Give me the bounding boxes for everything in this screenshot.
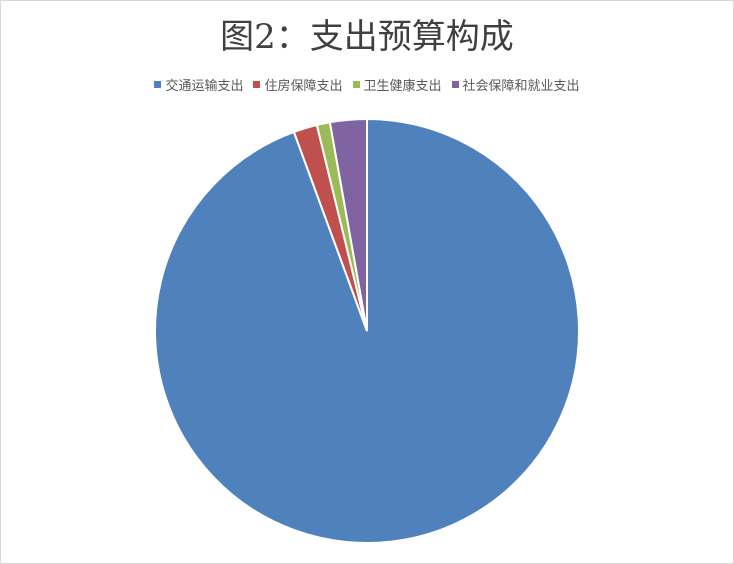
legend: 交通运输支出 住房保障支出 卫生健康支出 社会保障和就业支出 [1,75,733,94]
legend-item: 社会保障和就业支出 [451,75,580,94]
legend-item: 交通运输支出 [154,75,243,94]
pie-slice-3 [328,117,368,332]
legend-swatch [253,81,261,88]
legend-label: 卫生健康支出 [363,79,442,94]
legend-swatch [154,81,162,88]
legend-label: 交通运输支出 [165,79,244,94]
legend-label: 住房保障支出 [264,79,343,94]
legend-item: 卫生健康支出 [352,75,442,94]
legend-swatch [352,81,360,88]
legend-label: 社会保障和就业支出 [462,79,580,94]
legend-swatch [451,81,459,88]
legend-item: 住房保障支出 [253,75,343,94]
chart-title: 图2：支出预算构成 [220,17,514,57]
